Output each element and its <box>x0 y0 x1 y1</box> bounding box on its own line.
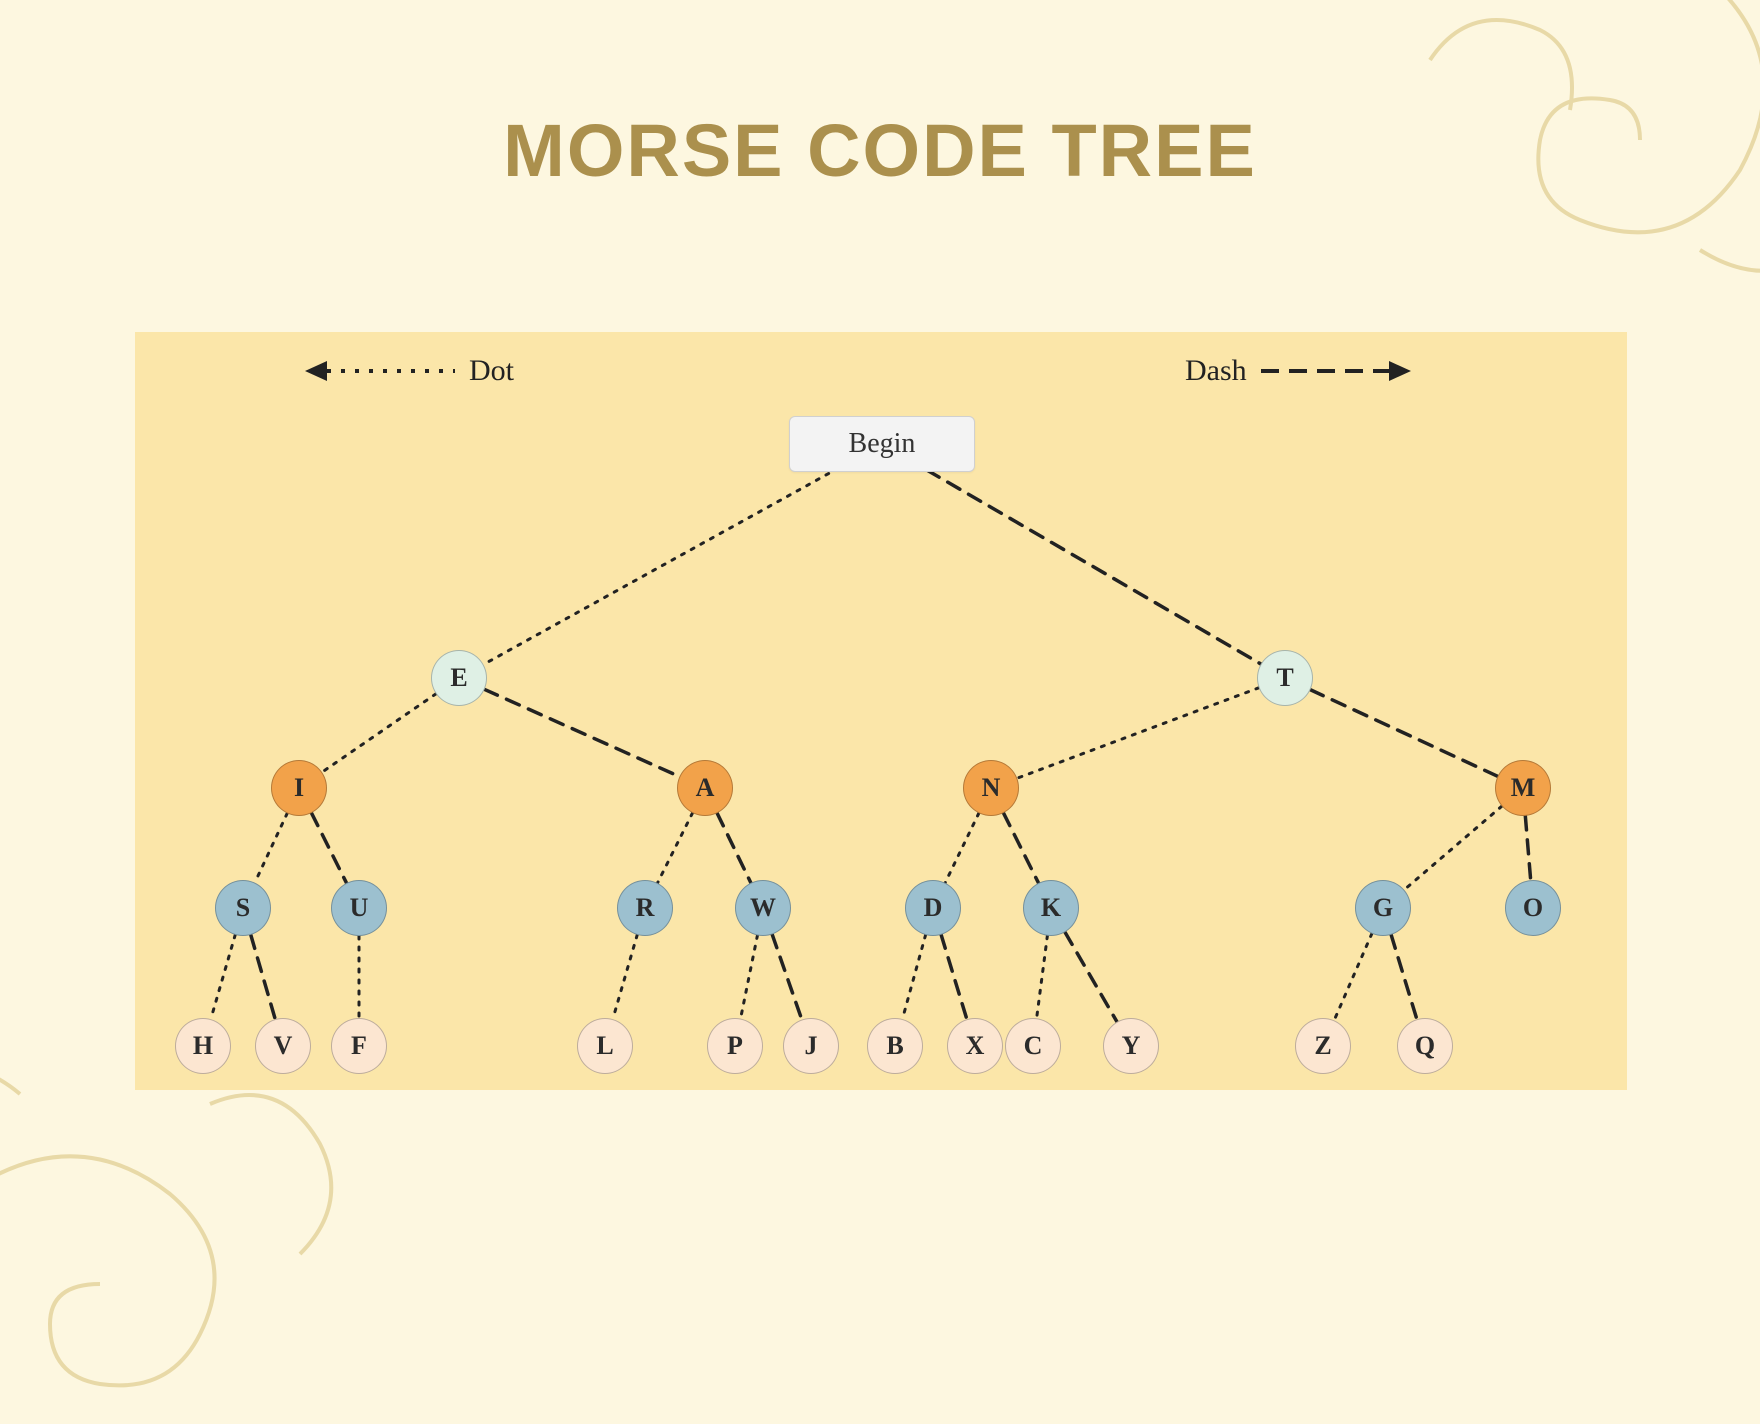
node-G: G <box>1355 880 1411 936</box>
node-W: W <box>735 880 791 936</box>
node-U: U <box>331 880 387 936</box>
node-S: S <box>215 880 271 936</box>
node-K: K <box>1023 880 1079 936</box>
node-H: H <box>175 1018 231 1074</box>
node-N: N <box>963 760 1019 816</box>
node-O: O <box>1505 880 1561 936</box>
legend-dash: Dash <box>1185 354 1411 388</box>
begin-node: Begin <box>789 416 975 472</box>
node-I: I <box>271 760 327 816</box>
legend-dot-label: Dot <box>469 354 514 388</box>
node-E: E <box>431 650 487 706</box>
node-T: T <box>1257 650 1313 706</box>
node-V: V <box>255 1018 311 1074</box>
node-F: F <box>331 1018 387 1074</box>
node-A: A <box>677 760 733 816</box>
node-L: L <box>577 1018 633 1074</box>
diagram-panel: Dot Dash Begin E T I A N M S U R W D K G O HVF L PJBXCY Z… <box>135 332 1627 1090</box>
arrow-left-icon <box>305 358 455 384</box>
begin-label: Begin <box>849 428 916 460</box>
page-title: MORSE CODE TREE <box>0 108 1760 193</box>
node-M: M <box>1495 760 1551 816</box>
legend-dash-label: Dash <box>1185 354 1247 388</box>
node-C: C <box>1005 1018 1061 1074</box>
node-Z: Z <box>1295 1018 1351 1074</box>
node-Y: Y <box>1103 1018 1159 1074</box>
legend-dot: Dot <box>305 354 514 388</box>
node-B: B <box>867 1018 923 1074</box>
node-R: R <box>617 880 673 936</box>
node-X: X <box>947 1018 1003 1074</box>
node-P: P <box>707 1018 763 1074</box>
node-J: J <box>783 1018 839 1074</box>
node-Q: Q <box>1397 1018 1453 1074</box>
node-D: D <box>905 880 961 936</box>
arrow-right-icon <box>1261 358 1411 384</box>
